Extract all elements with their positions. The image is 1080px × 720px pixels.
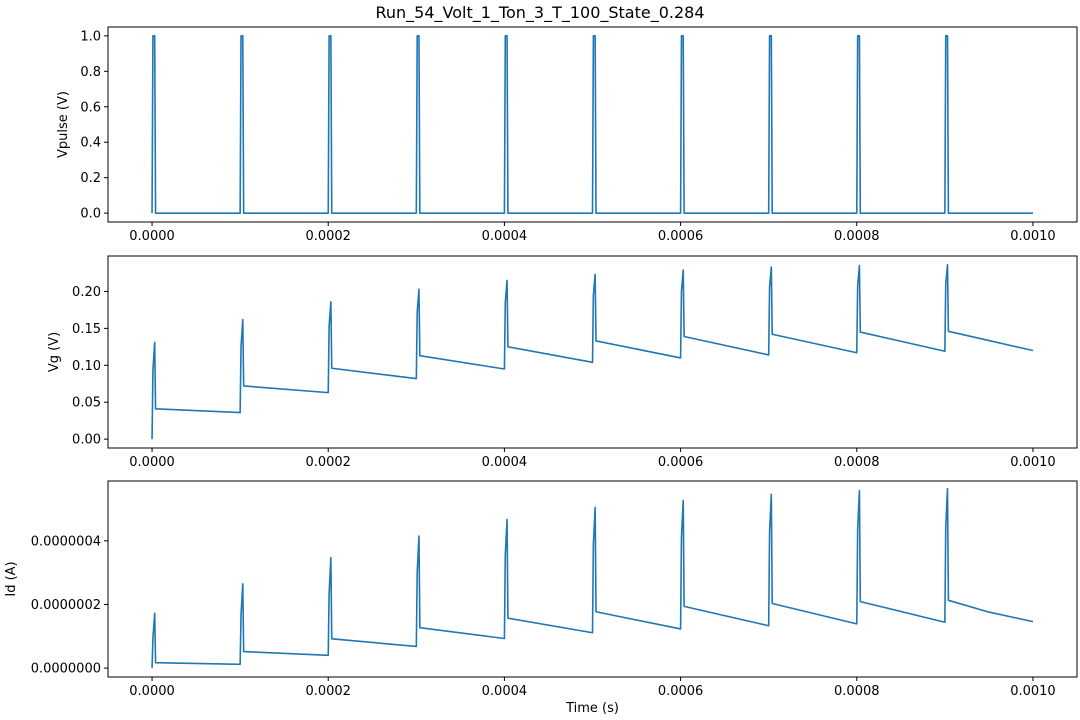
x-tick-label: 0.0006: [658, 684, 704, 699]
subplot-2: 0.0000 0.0002 0.0004 0.0006 0.0008 0.0010 0.00…: [47, 255, 1078, 470]
x-tick-label: 0.0000: [129, 229, 175, 244]
y-tick-label: 0.20: [72, 285, 101, 300]
y-tick-label: 0.0000002: [31, 598, 101, 613]
y-tick-label: 0.0000000: [31, 662, 101, 677]
axes-frame: [107, 480, 1078, 678]
x-tick-label: 0.0000: [129, 684, 175, 699]
x-tick-label: 0.0006: [658, 229, 704, 244]
x-tick-label: 0.0002: [305, 684, 351, 699]
y-tick-label: 0.00: [72, 433, 101, 448]
x-tick-label: 0.0008: [834, 229, 880, 244]
series-line: [151, 264, 1034, 440]
y-tick-label: 0.05: [72, 396, 101, 411]
x-tick-label: 0.0004: [482, 229, 528, 244]
x-axis-label: Time (s): [565, 701, 619, 716]
subplots: 0.0000 0.0002 0.0004 0.0006 0.0008 0.00100.00…: [4, 26, 1078, 716]
y-tick-label: 0.15: [72, 322, 101, 337]
x-tick-label: 0.0010: [1010, 684, 1056, 699]
y-axis-label: Vpulse (V): [56, 91, 71, 158]
axes-frame: [107, 255, 1078, 449]
subplot-1: 0.0000 0.0002 0.0004 0.0006 0.0008 0.0010 0.0 0…: [56, 26, 1078, 244]
y-tick-label: 0.8: [80, 65, 101, 80]
subplot-3: 0.0000 0.0002 0.0004 0.0006 0.0008 0.0010 0.00…: [4, 480, 1078, 716]
x-tick-label: 0.0010: [1010, 229, 1056, 244]
y-tick-label: 0.0: [80, 207, 101, 222]
y-tick-label: 0.4: [80, 136, 101, 151]
x-tick-label: 0.0008: [834, 684, 880, 699]
y-axis-label: Id (A): [4, 561, 19, 596]
x-tick-label: 0.0010: [1010, 455, 1056, 470]
y-axis-label: Vg (V): [47, 332, 62, 372]
y-tick-label: 0.0000004: [31, 534, 101, 549]
axes-frame: [107, 26, 1078, 223]
x-tick-label: 0.0008: [834, 455, 880, 470]
y-tick-label: 0.2: [80, 171, 101, 186]
x-tick-label: 0.0002: [305, 455, 351, 470]
series-line: [151, 35, 1033, 214]
series-line: [151, 487, 1034, 669]
figure-title: Run_54_Volt_1_Ton_3_T_100_State_0.284: [375, 3, 704, 23]
x-tick-label: 0.0004: [482, 455, 528, 470]
y-tick-label: 0.6: [80, 100, 101, 115]
x-tick-label: 0.0004: [482, 684, 528, 699]
x-tick-label: 0.0002: [305, 229, 351, 244]
y-tick-label: 0.10: [72, 359, 101, 374]
x-tick-label: 0.0000: [129, 455, 175, 470]
x-tick-label: 0.0006: [658, 455, 704, 470]
y-tick-label: 1.0: [80, 29, 101, 44]
